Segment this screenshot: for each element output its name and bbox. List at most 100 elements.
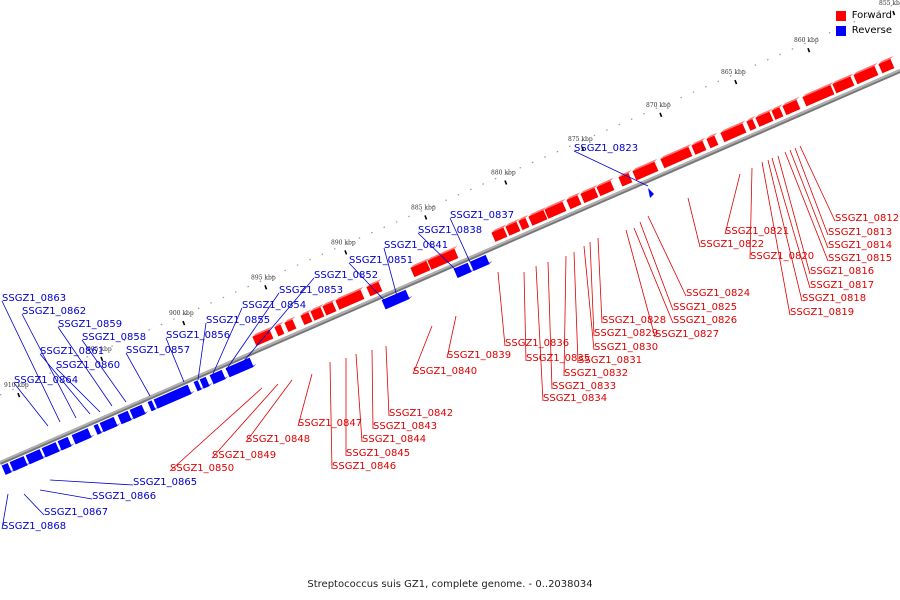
forward-gene-top	[782, 96, 800, 106]
forward-gene	[618, 173, 633, 187]
tick-label: 870 kbp	[646, 102, 671, 109]
reverse-gene-top	[203, 382, 213, 389]
reverse-gene	[453, 262, 472, 278]
forward-label-leader	[573, 251, 579, 364]
forward-label: SSGZ1_0812	[835, 213, 899, 224]
forward-gene-top	[505, 218, 520, 227]
reverse-gene-top	[157, 390, 195, 409]
forward-gene	[544, 201, 567, 219]
forward-label: SSGZ1_0822	[700, 239, 764, 250]
reverse-label-leader	[197, 322, 207, 381]
forward-label-leader	[784, 151, 829, 262]
reverse-gene	[193, 380, 202, 392]
reverse-gene-0823	[648, 188, 654, 198]
reverse-gene-top	[229, 363, 257, 378]
reverse-gene-top	[197, 386, 205, 392]
reverse-gene	[9, 456, 28, 472]
tick-mark	[659, 112, 663, 118]
forward-label-leader	[724, 173, 741, 235]
reverse-gene-top	[45, 448, 63, 458]
reverse-gene-top	[457, 268, 475, 278]
forward-label-leader	[547, 261, 553, 390]
forward-label: SSGZ1_0824	[686, 288, 750, 299]
forward-gene-top	[878, 55, 894, 65]
reverse-gene	[93, 423, 102, 435]
reverse-gene	[25, 449, 44, 465]
forward-gene	[596, 180, 615, 197]
forward-gene	[310, 307, 325, 321]
reverse-label: SSGZ1_0837	[450, 210, 514, 221]
reverse-swatch	[835, 25, 846, 36]
forward-gene	[274, 324, 285, 337]
forward-label-leader	[535, 265, 544, 402]
forward-gene	[252, 329, 274, 346]
forward-gene	[706, 135, 719, 149]
tick-mark	[424, 215, 428, 220]
legend-reverse-label: Reverse	[851, 25, 892, 36]
forward-gene-top	[771, 104, 783, 111]
forward-gene	[782, 99, 801, 116]
tick-label: 865 kbp	[721, 69, 746, 76]
forward-label-leader	[523, 271, 527, 362]
legend-forward: Forward	[835, 8, 892, 23]
forward-gene	[802, 85, 835, 107]
forward-label: SSGZ1_0831	[578, 355, 642, 366]
forward-label: SSGZ1_0833	[552, 381, 616, 392]
reverse-label: SSGZ1_0823	[574, 143, 638, 154]
tick-mark	[344, 250, 348, 255]
forward-gene-top	[720, 120, 746, 133]
forward-gene-top	[528, 207, 547, 217]
forward-label: SSGZ1_0844	[362, 434, 426, 445]
reverse-label-leader	[225, 292, 280, 371]
forward-gene-top	[284, 316, 296, 323]
reverse-label-leader	[81, 339, 127, 403]
forward-label-leader	[563, 255, 567, 377]
forward-label: SSGZ1_0845	[346, 448, 410, 459]
reverse-gene-top	[133, 410, 149, 420]
reverse-label: SSGZ1_0863	[2, 293, 66, 304]
reverse-gene	[469, 254, 490, 271]
reverse-label: SSGZ1_0851	[349, 255, 413, 266]
figure-caption: Streptococcus suis GZ1, complete genome.…	[307, 579, 593, 590]
forward-label: SSGZ1_0840	[413, 366, 477, 377]
reverse-gene-top	[29, 455, 47, 465]
forward-gene-top	[706, 132, 718, 140]
tick-label: 905 kbp	[87, 346, 112, 353]
reverse-label: SSGZ1_0858	[82, 332, 146, 343]
forward-label: SSGZ1_0826	[673, 315, 737, 326]
tick-mark	[182, 320, 186, 326]
forward-label: SSGZ1_0818	[802, 293, 866, 304]
forward-label: SSGZ1_0849	[212, 450, 276, 461]
forward-label-leader	[597, 237, 603, 324]
forward-gene-top	[832, 73, 854, 85]
forward-gene-top	[691, 137, 706, 146]
tick-label: 875 kbp	[568, 136, 593, 143]
forward-gene	[518, 217, 530, 231]
reverse-gene	[71, 428, 92, 445]
forward-label-leader	[446, 315, 457, 359]
reverse-label-leader	[348, 262, 387, 303]
forward-label-leader	[749, 167, 753, 260]
tick-label: 885 kbp	[411, 204, 436, 211]
forward-gene	[505, 221, 521, 236]
reverse-gene	[99, 416, 118, 433]
reverse-gene	[41, 442, 60, 458]
reverse-label-leader	[13, 382, 49, 427]
reverse-gene-top	[13, 462, 31, 472]
forward-gene	[566, 195, 582, 210]
forward-gene	[284, 319, 297, 333]
forward-gene-top	[596, 177, 614, 187]
forward-label: SSGZ1_0839	[447, 350, 511, 361]
forward-label: SSGZ1_0816	[810, 266, 874, 277]
forward-gene-top	[300, 309, 312, 316]
forward-label-leader	[297, 373, 313, 427]
reverse-label-leader	[125, 352, 151, 397]
backbone	[0, 69, 900, 463]
reverse-label: SSGZ1_0852	[314, 270, 378, 281]
forward-label-leader	[639, 221, 674, 311]
forward-label-leader	[761, 161, 791, 316]
reverse-label-leader	[49, 479, 134, 486]
forward-gene	[720, 123, 747, 143]
reverse-gene-top	[213, 376, 229, 385]
forward-label: SSGZ1_0830	[594, 342, 658, 353]
